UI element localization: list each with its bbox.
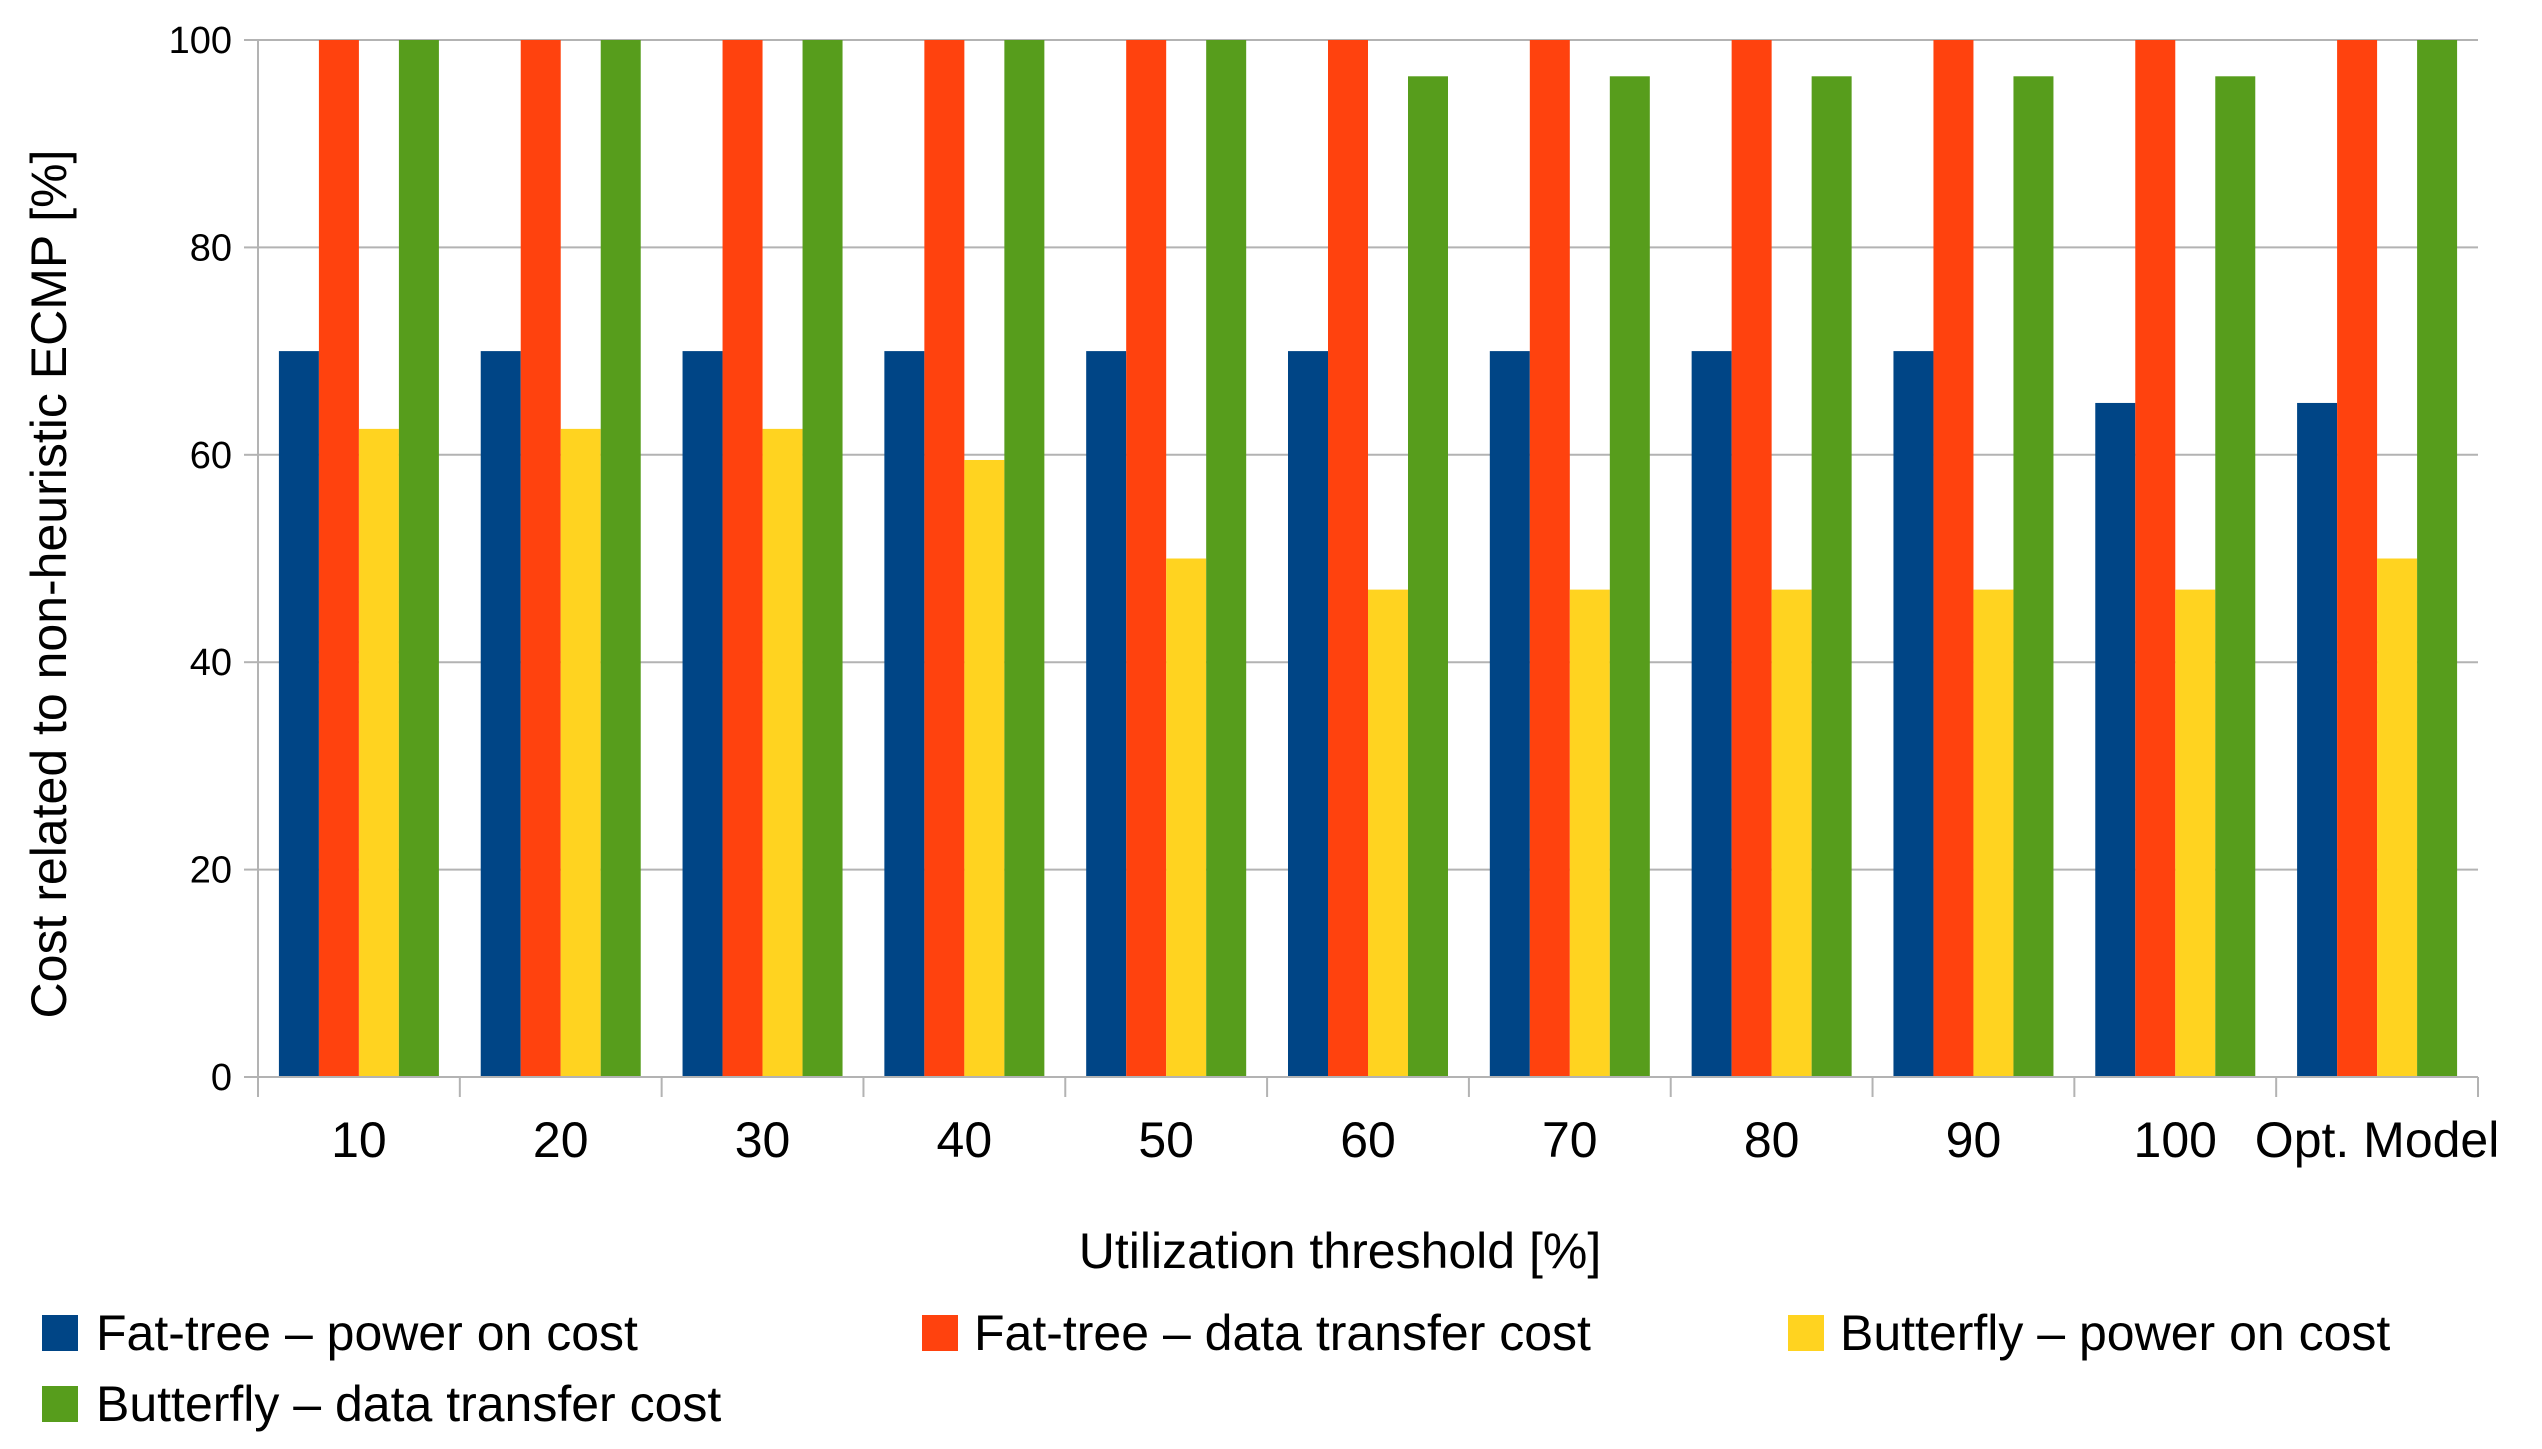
legend-label-butterfly-data: Butterfly – data transfer cost <box>96 1376 721 1432</box>
bar <box>2297 402 2338 1077</box>
bar <box>1609 76 1650 1078</box>
bar <box>278 351 319 1078</box>
legend-swatch-butterfly-power <box>1788 1315 1824 1351</box>
bar <box>1368 589 1408 1077</box>
bar <box>1973 589 2014 1077</box>
x-tick-label: 100 <box>2134 1112 2217 1168</box>
bar <box>722 40 763 1077</box>
bar <box>1408 76 1448 1078</box>
y-tick-label: 0 <box>211 1057 232 1099</box>
bar <box>802 40 843 1077</box>
tick-labels: 0 20 40 60 80 100 10 20 30 40 50 60 70 80 90 100 Opt. Mo… <box>169 20 2500 1168</box>
x-tick-label: 90 <box>1946 1112 2002 1168</box>
bar <box>1126 40 1167 1077</box>
legend-swatch-butterfly-data <box>42 1386 78 1422</box>
bar <box>2013 76 2054 1078</box>
bar <box>2417 40 2458 1077</box>
bar <box>762 428 803 1077</box>
legend: Fat-tree – power on cost Fat-tree – data… <box>42 1305 2390 1432</box>
bar <box>318 40 359 1077</box>
bar <box>964 459 1005 1077</box>
y-tick-label: 100 <box>169 20 232 62</box>
x-tick-label: 80 <box>1744 1112 1800 1168</box>
legend-label-fat-tree-power: Fat-tree – power on cost <box>96 1305 638 1361</box>
bar <box>1489 351 1530 1078</box>
bar <box>1569 589 1610 1077</box>
x-tick-label: 20 <box>533 1112 589 1168</box>
bar <box>1933 40 1974 1077</box>
x-tick-label: 40 <box>937 1112 993 1168</box>
x-tick-label: 50 <box>1138 1112 1194 1168</box>
bar <box>1328 40 1368 1077</box>
bar <box>1731 40 1772 1077</box>
legend-label-butterfly-power: Butterfly – power on cost <box>1840 1305 2390 1361</box>
bar <box>398 40 439 1077</box>
bar <box>1529 40 1570 1077</box>
bar <box>560 428 601 1077</box>
legend-label-fat-tree-data: Fat-tree – data transfer cost <box>974 1305 1591 1361</box>
y-axis-title: Cost related to non-heuristic ECMP [%] <box>21 150 77 1019</box>
bar <box>1691 351 1732 1078</box>
bar <box>1771 589 1812 1077</box>
bar <box>2377 558 2418 1077</box>
bar <box>1166 558 1207 1077</box>
bar <box>358 428 399 1077</box>
axes <box>257 40 2479 1097</box>
x-tick-label: Opt. Model <box>2255 1112 2500 1168</box>
bars <box>278 40 2458 1078</box>
bar <box>600 40 641 1077</box>
bar <box>1811 76 1852 1078</box>
y-tick-label: 40 <box>190 642 232 684</box>
bar <box>520 40 561 1077</box>
bar <box>2135 40 2176 1077</box>
bar <box>1288 351 1328 1078</box>
x-tick-label: 30 <box>735 1112 791 1168</box>
bar <box>480 351 521 1078</box>
x-tick-label: 10 <box>331 1112 387 1168</box>
y-tick-label: 20 <box>190 850 232 892</box>
bar <box>2175 589 2216 1077</box>
bar <box>1206 40 1247 1077</box>
bar <box>1086 351 1127 1078</box>
x-tick-label: 60 <box>1340 1112 1396 1168</box>
bar <box>2337 40 2378 1077</box>
bar <box>2095 402 2136 1077</box>
legend-swatch-fat-tree-data <box>922 1315 958 1351</box>
bar <box>924 40 965 1077</box>
bar <box>682 351 723 1078</box>
y-tick-label: 80 <box>190 227 232 269</box>
x-tick-label: 70 <box>1542 1112 1598 1168</box>
legend-swatch-fat-tree-power <box>42 1315 78 1351</box>
bar <box>2215 76 2256 1078</box>
y-tick-label: 60 <box>190 435 232 477</box>
x-axis-title: Utilization threshold [%] <box>1079 1223 1601 1279</box>
bar <box>1004 40 1045 1077</box>
bar <box>1893 351 1934 1078</box>
bar <box>884 351 925 1078</box>
